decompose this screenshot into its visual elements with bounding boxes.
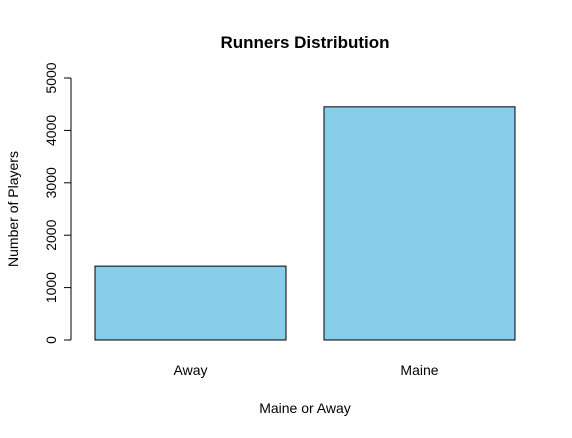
bar-away [94, 265, 287, 341]
x-tick-label-maine: Maine [400, 362, 438, 378]
y-tick-label: 5000 [43, 62, 59, 93]
x-tick-label-away: Away [174, 362, 208, 378]
bar-maine [323, 106, 516, 341]
y-tick-label: 1000 [43, 272, 59, 303]
plot-area [94, 106, 516, 341]
y-axis-label: Number of Players [5, 151, 21, 267]
chart-title: Runners Distribution [220, 33, 389, 52]
y-tick-label: 0 [43, 336, 59, 344]
x-axis: Away Maine [174, 362, 439, 378]
y-tick-label: 4000 [43, 115, 59, 146]
x-axis-label: Maine or Away [259, 400, 351, 416]
y-axis: 0 1000 2000 3000 4000 5000 [43, 62, 72, 344]
y-tick-label: 2000 [43, 219, 59, 250]
y-tick-label: 3000 [43, 167, 59, 198]
